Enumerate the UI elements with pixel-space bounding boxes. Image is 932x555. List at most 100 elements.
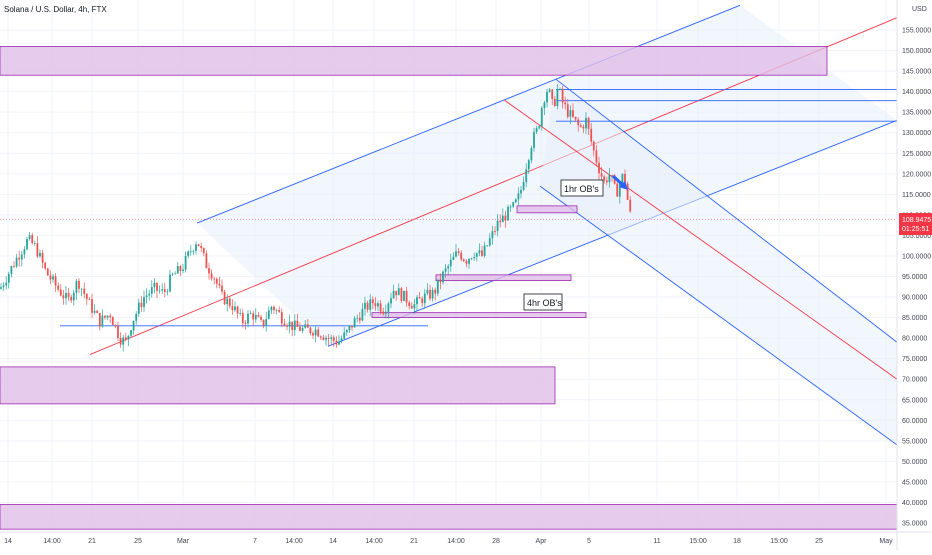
x-tick-label: 18 xyxy=(733,538,741,545)
candle-body xyxy=(611,174,613,176)
candle-body xyxy=(153,282,156,288)
candle-body xyxy=(382,311,385,314)
candle-body xyxy=(525,169,528,183)
candle-body xyxy=(13,266,15,267)
candle-body xyxy=(130,330,132,336)
candle-body xyxy=(244,323,247,324)
candle-body xyxy=(335,340,338,345)
candle-body xyxy=(150,287,153,294)
candle-body xyxy=(2,285,5,288)
candle-body xyxy=(171,273,174,275)
candle-body xyxy=(54,276,57,286)
candle-body xyxy=(345,329,348,333)
candle-body xyxy=(566,104,569,117)
price-tag-countdown: 01:25:51 xyxy=(902,226,929,233)
order-block-zone xyxy=(371,312,587,318)
ob-4hr-label-box[interactable] xyxy=(523,293,563,311)
candle-body xyxy=(483,245,486,256)
y-tick-label: 85.0000 xyxy=(902,315,927,322)
candle-body xyxy=(10,266,13,274)
candle-body xyxy=(260,316,262,320)
candle-body xyxy=(507,206,509,221)
candle-body xyxy=(405,290,408,303)
candle-body xyxy=(447,266,450,269)
y-tick-label: 115.0000 xyxy=(902,192,931,199)
channel-median-line xyxy=(503,99,898,380)
candle-body xyxy=(330,337,333,339)
candle-body xyxy=(57,285,60,290)
candle-body xyxy=(455,251,457,257)
y-tick-label: 75.0000 xyxy=(902,356,927,363)
candle-body xyxy=(234,306,236,311)
candle-body xyxy=(494,231,496,232)
candle-body xyxy=(556,89,559,106)
candle-body xyxy=(616,183,619,197)
y-tick-label: 105.0000 xyxy=(902,233,931,240)
candle-body xyxy=(210,273,213,279)
candle-body xyxy=(574,116,577,120)
x-tick-label: 7 xyxy=(253,538,257,545)
candle-body xyxy=(579,125,582,127)
candle-body xyxy=(59,289,62,296)
candle-body xyxy=(166,291,169,293)
candle-body xyxy=(179,266,182,271)
candle-body xyxy=(143,297,145,308)
x-tick-label: Apr xyxy=(536,538,548,545)
x-tick-label: 25 xyxy=(134,538,142,545)
candle-body xyxy=(535,128,538,132)
candle-body xyxy=(200,245,203,249)
candle-body xyxy=(33,243,36,244)
candle-body xyxy=(140,302,143,308)
candle-body xyxy=(374,303,377,307)
candle-body xyxy=(444,268,447,272)
candle-body xyxy=(379,303,382,312)
candle-body xyxy=(442,271,444,283)
candle-body xyxy=(332,337,335,341)
x-tick-label: 15:00 xyxy=(770,538,788,545)
candle-body xyxy=(109,315,112,318)
y-tick-label: 155.0000 xyxy=(902,28,931,35)
pitchfork-channels[interactable] xyxy=(0,4,898,446)
y-tick-label: 130.0000 xyxy=(902,130,931,137)
candle-body xyxy=(392,290,395,299)
y-tick-label: 80.0000 xyxy=(902,336,927,343)
candle-body xyxy=(319,336,322,338)
candle-body xyxy=(312,333,314,336)
candle-body xyxy=(387,303,390,312)
candle-body xyxy=(481,250,483,256)
candle-body xyxy=(88,299,91,300)
candle-body xyxy=(618,182,621,197)
candle-body xyxy=(137,302,140,314)
candle-body xyxy=(423,293,426,304)
candle-body xyxy=(278,310,281,313)
candle-body xyxy=(343,332,346,339)
x-tick-label: 14:00 xyxy=(43,538,61,545)
candle-body xyxy=(226,298,229,305)
candle-body xyxy=(356,317,359,319)
candle-body xyxy=(369,299,372,310)
x-tick-label: 5 xyxy=(587,538,591,545)
candle-body xyxy=(598,162,600,174)
order-block-zones[interactable] xyxy=(0,46,898,530)
candle-body xyxy=(293,320,296,330)
candle-body xyxy=(426,289,429,294)
x-tick-label: 14:00 xyxy=(285,538,303,545)
candle-body xyxy=(540,108,543,127)
candle-body xyxy=(174,273,177,275)
ob-1hr-label-box[interactable] xyxy=(560,179,604,197)
candle-body xyxy=(465,260,468,264)
candle-body xyxy=(421,298,424,304)
candle-body xyxy=(520,189,522,194)
candle-body xyxy=(28,235,31,240)
y-tick-label: 150.0000 xyxy=(902,48,931,55)
candles xyxy=(0,84,632,352)
candle-body xyxy=(621,173,624,183)
candle-body xyxy=(7,273,10,283)
candle-body xyxy=(561,88,564,103)
candle-body xyxy=(195,244,197,251)
y-tick-label: 95.0000 xyxy=(902,274,927,281)
candle-body xyxy=(371,299,374,304)
